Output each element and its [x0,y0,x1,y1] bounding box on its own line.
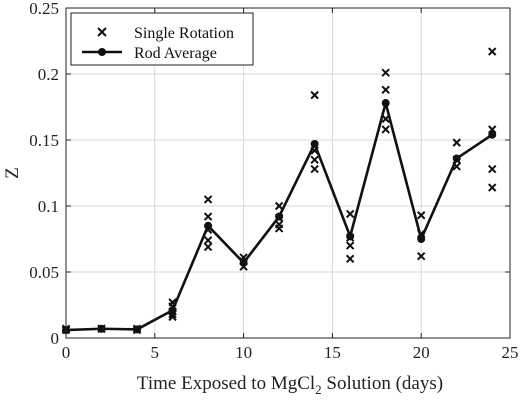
x-tick-label: 0 [62,343,71,362]
single-rotation-point [345,254,355,264]
single-rotation-point [488,164,497,174]
rod-average-point [488,130,497,139]
rod-average-point [275,212,284,221]
x-axis-label-main: Time Exposed to MgCl [137,373,315,394]
y-tick-label: 0.25 [29,0,59,18]
rod-average-point [381,99,390,108]
single-rotation-point [203,212,213,221]
rod-average-point [133,325,142,334]
legend-box [70,12,254,66]
single-rotation-point [381,85,390,95]
single-rotation-point [452,138,461,147]
rod-average-point [310,139,319,148]
single-rotation-point [416,251,426,261]
rod-average-point [346,232,355,241]
single-rotation-point [310,164,319,174]
single-rotation-point [310,90,319,100]
legend-marker-rod-average [98,48,106,56]
x-tick-label: 25 [502,343,519,362]
x-axis-label: Time Exposed to MgCl2 Solution (days) [137,373,443,397]
x-tick-label: 20 [413,343,430,362]
x-axis-label-subscript: 2 [315,382,322,397]
single-rotation-point [345,209,355,219]
x-axis-label-suffix: Solution (days) [322,373,443,394]
ticks: 0 5 10 15 20 25 0 0.05 0.1 0.15 0.2 0.25 [29,0,518,362]
y-tick-label: 0.05 [29,263,59,282]
rod-average-point [417,235,426,243]
single-rotation-point [274,201,284,211]
single-rotation-point [310,155,319,165]
rod-average-point [204,221,213,230]
legend-label-single-rotation: Single Rotation [134,25,234,42]
y-tick-label: 0.15 [29,131,59,150]
single-rotation-point [345,241,355,250]
single-rotation-point [274,224,284,233]
rod-average-point [452,154,461,163]
y-tick-label: 0.2 [38,65,59,84]
rod-average-point [239,258,248,267]
single-rotation-point [203,195,213,204]
legend-marker-single-rotation [97,27,107,37]
plot-frame [65,7,511,339]
series-layer [61,47,497,335]
rod-average-point [97,324,106,333]
rod-average-point [168,306,177,315]
y-tick-label: 0.1 [38,197,59,216]
single-rotation-point [488,183,497,192]
single-rotation-point [381,125,390,134]
y-axis-label: Z [2,167,23,179]
single-rotation-point [203,236,213,245]
x-tick-label: 15 [324,343,341,362]
x-tick-label: 5 [151,343,160,362]
legend: Single Rotation Rod Average [70,12,254,66]
single-rotation-point [168,312,177,322]
x-tick-label: 10 [235,343,252,362]
single-rotation-point [488,47,497,56]
single-rotation-point [203,242,213,252]
single-rotation-point [416,211,426,220]
legend-label-rod-average: Rod Average [134,45,217,62]
single-rotation-point [381,68,390,77]
y-tick-label: 0 [51,329,60,348]
